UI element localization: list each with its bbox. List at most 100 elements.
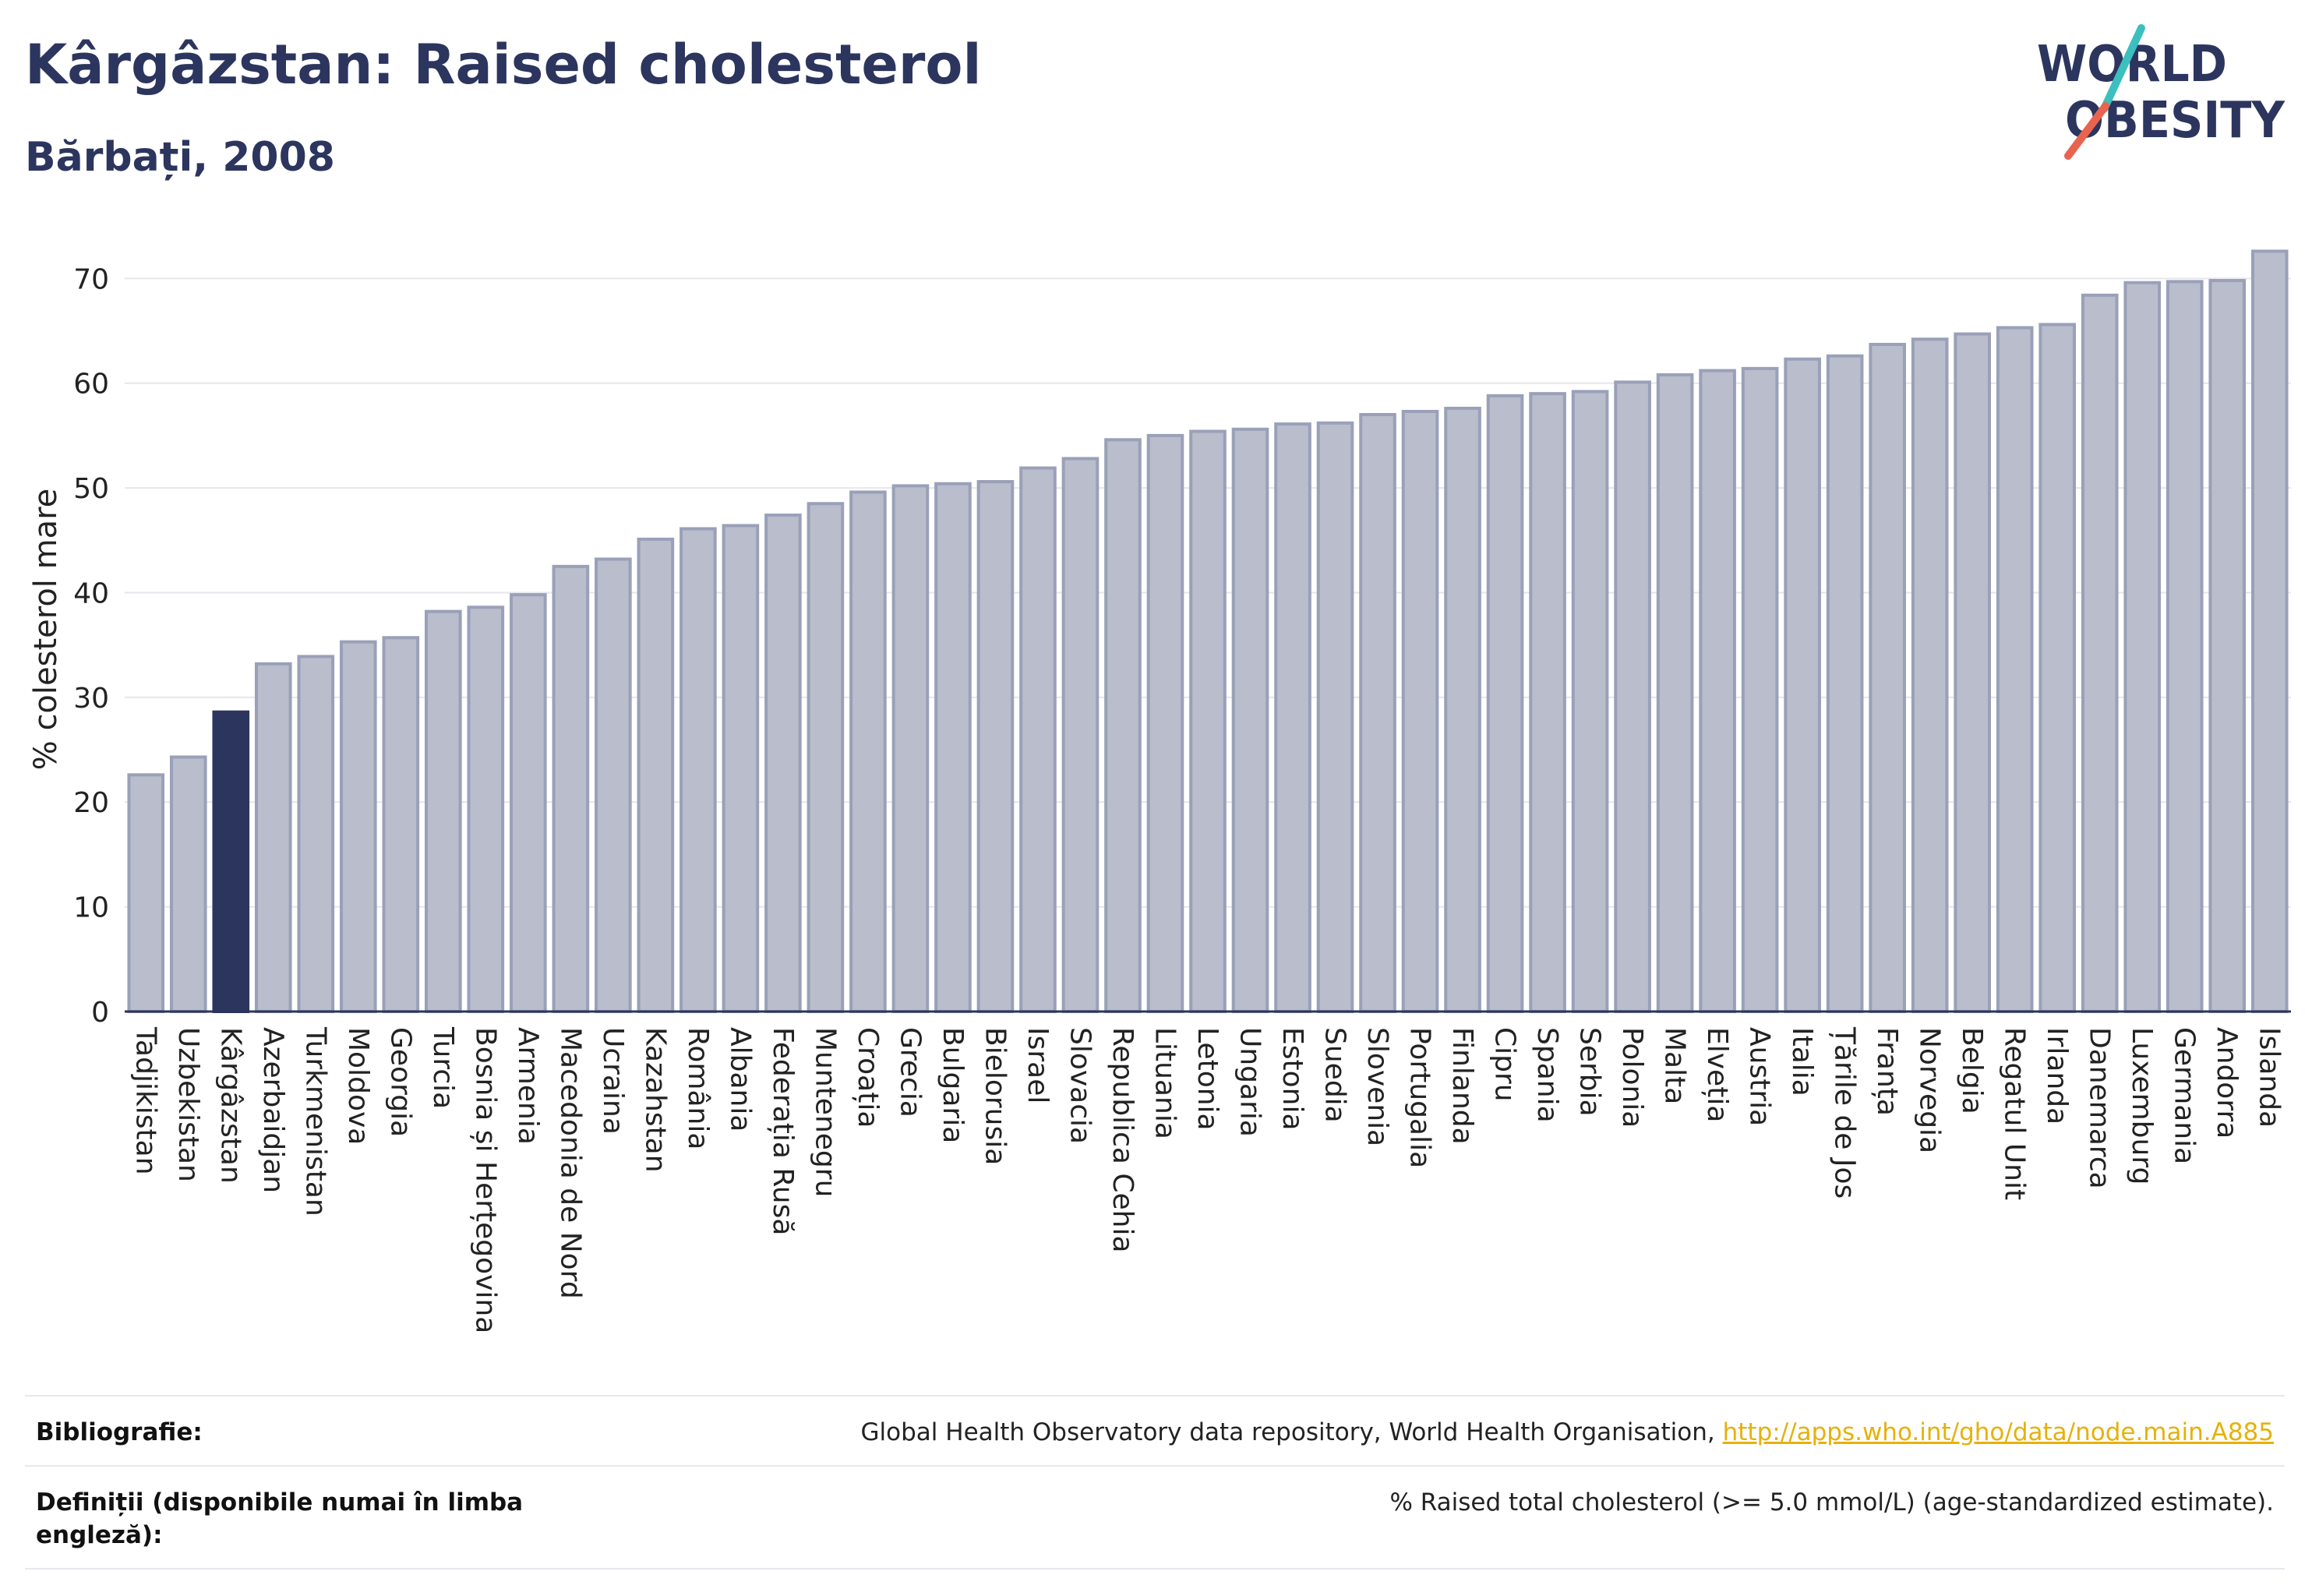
bar-Georgia bbox=[382, 636, 420, 1013]
x-tick-label: Estonia bbox=[1276, 1027, 1308, 1131]
bibliography-text: Global Health Observatory data repositor… bbox=[860, 1418, 1723, 1446]
x-tick-label: Slovacia bbox=[1064, 1027, 1096, 1144]
x-tick-label: Georgia bbox=[384, 1027, 416, 1137]
bar-Italia bbox=[1784, 357, 1821, 1013]
bibliography-link[interactable]: http://apps.who.int/gho/data/node.main.A… bbox=[1722, 1418, 2274, 1446]
x-tick-label: Slovenia bbox=[1361, 1027, 1393, 1146]
bar-Bulgaria bbox=[934, 482, 972, 1013]
bar-Portugalia bbox=[1401, 409, 1439, 1013]
x-tick-label: Regatul Unit bbox=[1999, 1027, 2031, 1200]
x-tick-label: Malta bbox=[1659, 1027, 1691, 1104]
y-tick-label: 50 bbox=[73, 473, 109, 505]
x-tick-label: Austria bbox=[1744, 1027, 1776, 1126]
x-tick-label: Belgia bbox=[1956, 1027, 1988, 1114]
bar-Estonia bbox=[1274, 422, 1311, 1013]
definitions-label: Definiții (disponibile numai în limba en… bbox=[36, 1488, 524, 1549]
x-tick-label: Andorra bbox=[2211, 1027, 2243, 1139]
bar-Croația bbox=[849, 490, 887, 1013]
x-tick-label: Elveția bbox=[1701, 1027, 1733, 1122]
x-tick-label: Portugalia bbox=[1404, 1027, 1436, 1168]
x-tick-label: Kazahstan bbox=[639, 1027, 671, 1173]
bar-Moldova bbox=[340, 640, 377, 1013]
x-tick-label: Federația Rusă bbox=[767, 1027, 799, 1235]
x-tick-label: Polonia bbox=[1616, 1027, 1648, 1128]
x-tick-label: Grecia bbox=[894, 1027, 926, 1118]
x-tick-label: Moldova bbox=[342, 1027, 374, 1145]
x-tick-label: Bulgaria bbox=[937, 1027, 969, 1143]
y-tick-label: 0 bbox=[91, 997, 109, 1029]
bibliography-value: Global Health Observatory data repositor… bbox=[861, 1417, 2274, 1449]
bar-Slovenia bbox=[1359, 413, 1396, 1013]
x-tick-label: Kârgâzstan bbox=[214, 1027, 246, 1184]
bar-Kârgâzstan bbox=[212, 710, 250, 1013]
bar-Bosnia și Herțegovina bbox=[467, 606, 505, 1013]
x-tick-label: Danemarca bbox=[2084, 1027, 2116, 1189]
x-tick-label: Serbia bbox=[1574, 1027, 1606, 1117]
logo-line2: OBESITY bbox=[2065, 92, 2286, 150]
bar-Polonia bbox=[1614, 380, 1651, 1013]
definitions-value: % Raised total cholesterol (>= 5.0 mmol/… bbox=[1389, 1488, 2274, 1517]
definitions-row: Definiții (disponibile numai în limba en… bbox=[25, 1464, 2285, 1570]
bar-Franța bbox=[1869, 342, 1906, 1014]
bar-România bbox=[679, 527, 717, 1013]
x-tick-label: Țările de Jos bbox=[1829, 1026, 1861, 1199]
bar-Azerbaidjan bbox=[254, 662, 292, 1013]
x-tick-label: Muntenegru bbox=[809, 1027, 841, 1197]
bibliography-row: Bibliografie: Global Health Observatory … bbox=[25, 1395, 2285, 1465]
bar-Spania bbox=[1529, 392, 1566, 1014]
x-tick-label: Bielorusia bbox=[979, 1027, 1011, 1165]
x-tick-label: Bosnia și Herțegovina bbox=[469, 1027, 501, 1333]
x-tick-label: Cipru bbox=[1489, 1027, 1521, 1102]
x-tick-label: Macedonia de Nord bbox=[554, 1027, 586, 1299]
footer: Bibliografie: Global Health Observatory … bbox=[25, 1395, 2285, 1570]
logo-slash-bottom bbox=[2064, 102, 2109, 160]
bar-Norvegia bbox=[1911, 337, 1949, 1014]
bar-Irlanda bbox=[2038, 323, 2076, 1013]
x-tick-label: Israel bbox=[1022, 1027, 1054, 1103]
y-axis-label: % colesterol mare bbox=[28, 489, 64, 771]
x-tick-label: Lituania bbox=[1149, 1027, 1181, 1139]
x-tick-label: Italia bbox=[1786, 1027, 1818, 1096]
x-tick-label: Suedia bbox=[1319, 1027, 1351, 1123]
bar-Kazahstan bbox=[637, 537, 675, 1013]
bar-Bielorusia bbox=[976, 480, 1015, 1013]
x-tick-label: Ungaria bbox=[1234, 1027, 1266, 1137]
bars bbox=[127, 249, 2289, 1014]
x-tick-label: Irlanda bbox=[2041, 1027, 2073, 1125]
chart-title: Kârgâzstan: Raised cholesterol bbox=[25, 33, 982, 97]
bar-Țările de Jos bbox=[1826, 354, 1864, 1013]
bar-Belgia bbox=[1954, 332, 1991, 1014]
bar-Ungaria bbox=[1231, 427, 1269, 1013]
x-axis-ticks: Tadjikistan Uzbekistan Kârgâzstan Azerbaidj… bbox=[129, 1026, 2285, 1333]
x-tick-label: Albania bbox=[724, 1027, 756, 1132]
bar-Albania bbox=[722, 524, 760, 1013]
x-tick-label: Germania bbox=[2169, 1027, 2201, 1164]
x-tick-label: Ucraina bbox=[597, 1027, 629, 1135]
bar-Federația Rusă bbox=[764, 514, 802, 1013]
bar-chart: 0 10 20 30 40 50 60 70 Tadjikistan Uzbekistan Kâr… bbox=[28, 249, 2291, 1333]
x-tick-label: Azerbaidjan bbox=[257, 1027, 289, 1193]
bar-Austria bbox=[1741, 366, 1779, 1013]
bar-Uzbekistan bbox=[169, 755, 207, 1013]
y-tick-label: 60 bbox=[73, 369, 109, 401]
world-obesity-logo: WORLD OBESITY bbox=[2037, 24, 2286, 160]
bar-Ucraina bbox=[595, 557, 632, 1013]
x-tick-label: Spania bbox=[1531, 1027, 1563, 1123]
y-tick-label: 40 bbox=[73, 577, 109, 609]
bar-Finlanda bbox=[1444, 406, 1481, 1013]
y-tick-label: 20 bbox=[73, 787, 109, 819]
bar-Danemarca bbox=[2081, 293, 2119, 1013]
y-axis-ticks: 0 10 20 30 40 50 60 70 bbox=[73, 263, 109, 1029]
bar-Macedonia de Nord bbox=[552, 564, 590, 1013]
x-tick-label: Finlanda bbox=[1446, 1027, 1478, 1145]
x-tick-label: Norvegia bbox=[1914, 1027, 1946, 1153]
bar-Lituania bbox=[1146, 433, 1184, 1013]
bar-Andorra bbox=[2208, 279, 2247, 1013]
x-tick-label: Armenia bbox=[512, 1027, 544, 1145]
bar-Islanda bbox=[2250, 249, 2289, 1013]
bar-Turkmenistan bbox=[297, 655, 335, 1013]
bar-Elveția bbox=[1699, 369, 1736, 1013]
y-tick-label: 70 bbox=[73, 263, 109, 295]
bar-Slovacia bbox=[1061, 457, 1100, 1013]
bar-Turcia bbox=[425, 609, 462, 1013]
